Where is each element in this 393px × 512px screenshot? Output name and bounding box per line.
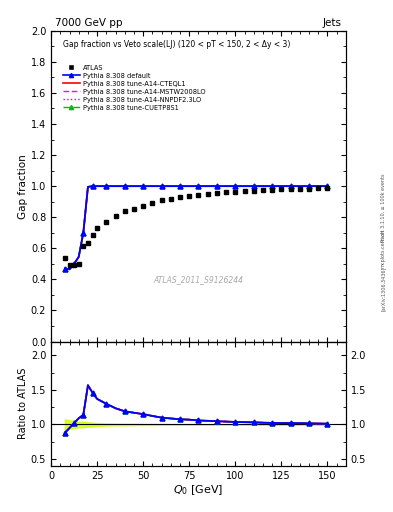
Text: ATLAS_2011_S9126244: ATLAS_2011_S9126244: [153, 275, 244, 284]
Text: Jets: Jets: [323, 18, 342, 28]
Text: mcplots.cern.ch: mcplots.cern.ch: [381, 229, 386, 268]
X-axis label: $Q_0$ [GeV]: $Q_0$ [GeV]: [173, 483, 224, 497]
Text: 7000 GeV pp: 7000 GeV pp: [55, 18, 123, 28]
Text: Gap fraction vs Veto scale(LJ) (120 < pT < 150, 2 < Δy < 3): Gap fraction vs Veto scale(LJ) (120 < pT…: [63, 40, 290, 49]
Text: Rivet 3.1.10, ≥ 100k events: Rivet 3.1.10, ≥ 100k events: [381, 173, 386, 242]
Y-axis label: Ratio to ATLAS: Ratio to ATLAS: [18, 368, 28, 439]
Legend: ATLAS, Pythia 8.308 default, Pythia 8.308 tune-A14-CTEQL1, Pythia 8.308 tune-A14: ATLAS, Pythia 8.308 default, Pythia 8.30…: [60, 62, 208, 113]
Y-axis label: Gap fraction: Gap fraction: [18, 154, 28, 219]
Text: [arXiv:1306.3436]: [arXiv:1306.3436]: [381, 267, 386, 311]
